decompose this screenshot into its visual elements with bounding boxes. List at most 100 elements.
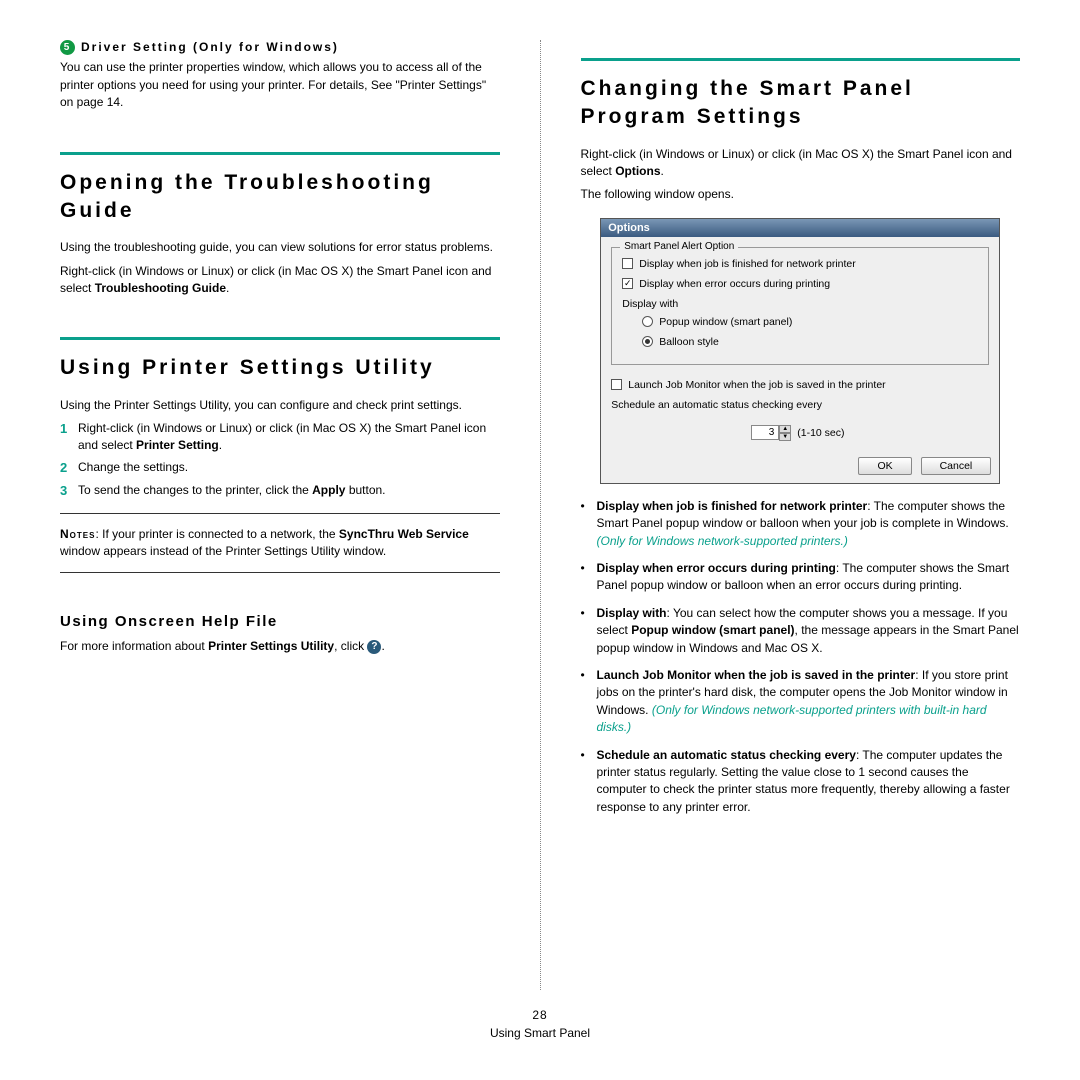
section-divider bbox=[581, 58, 1021, 61]
page-number: 28 bbox=[0, 1008, 1080, 1022]
bullet-icon: • bbox=[581, 498, 597, 550]
step-num: 2 bbox=[60, 459, 78, 478]
list-item: •Display when job is finished for networ… bbox=[581, 498, 1021, 550]
list-item: •Display with: You can select how the co… bbox=[581, 605, 1021, 657]
text-bold: Troubleshooting Guide bbox=[95, 281, 226, 295]
troubleshoot-title: Opening the Troubleshooting Guide bbox=[60, 169, 500, 226]
text: window appears instead of the Printer Se… bbox=[60, 544, 386, 558]
text: , click bbox=[334, 639, 367, 653]
checkbox-icon[interactable] bbox=[611, 379, 622, 390]
radio-row[interactable]: Balloon style bbox=[642, 336, 978, 348]
italic-note: (Only for Windows network-supported prin… bbox=[597, 703, 987, 734]
driver-body: You can use the printer properties windo… bbox=[60, 59, 500, 111]
cancel-button[interactable]: Cancel bbox=[921, 457, 992, 475]
checkbox-label: Display when error occurs during printin… bbox=[639, 278, 830, 290]
list-item: 2Change the settings. bbox=[60, 459, 500, 478]
text-bold: Launch Job Monitor when the job is saved… bbox=[597, 668, 916, 682]
checkbox-row[interactable]: ✓ Display when error occurs during printi… bbox=[622, 278, 978, 290]
text: . bbox=[226, 281, 229, 295]
list-item: 1Right-click (in Windows or Linux) or cl… bbox=[60, 420, 500, 455]
text-bold: SyncThru Web Service bbox=[339, 527, 469, 541]
notes-label: Notes bbox=[60, 527, 95, 541]
radio-icon[interactable] bbox=[642, 336, 653, 347]
text-bold: Popup window (smart panel) bbox=[631, 623, 794, 637]
text-bold: Options bbox=[615, 164, 660, 178]
bullet-icon: • bbox=[581, 667, 597, 737]
text-bold: Schedule an automatic status checking ev… bbox=[597, 748, 856, 762]
alert-fieldset: Smart Panel Alert Option Display when jo… bbox=[611, 247, 989, 365]
smartpanel-title: Changing the Smart Panel Program Setting… bbox=[581, 75, 1021, 132]
spin-buttons[interactable]: ▲▼ bbox=[779, 425, 791, 441]
text: : If your printer is connected to a netw… bbox=[95, 527, 338, 541]
dialog-title: Options bbox=[601, 219, 999, 237]
italic-note: (Only for Windows network-supported prin… bbox=[597, 534, 848, 548]
text-bold: Display when error occurs during printin… bbox=[597, 561, 836, 575]
text-bold: Display with bbox=[597, 606, 667, 620]
radio-row[interactable]: Popup window (smart panel) bbox=[642, 316, 978, 328]
radio-label: Popup window (smart panel) bbox=[659, 316, 792, 328]
schedule-label: Schedule an automatic status checking ev… bbox=[611, 399, 989, 411]
psu-steps: 1Right-click (in Windows or Linux) or cl… bbox=[60, 420, 500, 500]
bullet-icon: • bbox=[581, 560, 597, 595]
column-divider bbox=[540, 40, 541, 990]
help-title: Using Onscreen Help File bbox=[60, 613, 500, 630]
sp-p2: The following window opens. bbox=[581, 186, 1021, 203]
troubleshoot-p1: Using the troubleshooting guide, you can… bbox=[60, 239, 500, 256]
text: Change the settings. bbox=[78, 459, 188, 478]
step-num: 1 bbox=[60, 420, 78, 455]
bullet-icon: • bbox=[581, 605, 597, 657]
checkbox-row[interactable]: Display when job is finished for network… bbox=[622, 258, 978, 270]
spin-down-icon[interactable]: ▼ bbox=[779, 433, 791, 441]
radio-label: Balloon style bbox=[659, 336, 719, 348]
list-item: •Display when error occurs during printi… bbox=[581, 560, 1021, 595]
checkbox-label: Display when job is finished for network… bbox=[639, 258, 856, 270]
ok-button[interactable]: OK bbox=[858, 457, 911, 475]
section-divider bbox=[60, 337, 500, 340]
checkbox-icon[interactable] bbox=[622, 258, 633, 269]
list-item: •Schedule an automatic status checking e… bbox=[581, 747, 1021, 817]
spin-suffix: (1-10 sec) bbox=[797, 427, 844, 439]
fieldset-legend: Smart Panel Alert Option bbox=[620, 241, 738, 252]
spin-control[interactable]: 3 ▲▼ (1-10 sec) bbox=[751, 425, 844, 441]
text-bold: Display when job is finished for network… bbox=[597, 499, 868, 513]
right-column: Changing the Smart Panel Program Setting… bbox=[581, 40, 1021, 990]
page-footer: 28 Using Smart Panel bbox=[0, 1008, 1080, 1040]
text-bold: Printer Setting bbox=[136, 438, 219, 452]
help-icon[interactable]: ? bbox=[367, 640, 381, 654]
spin-input[interactable]: 3 bbox=[751, 425, 779, 440]
driver-heading: 5 Driver Setting (Only for Windows) bbox=[60, 40, 500, 55]
display-with-label: Display with bbox=[622, 298, 978, 310]
checkbox-row[interactable]: Launch Job Monitor when the job is saved… bbox=[611, 379, 989, 391]
list-item: •Launch Job Monitor when the job is save… bbox=[581, 667, 1021, 737]
dialog-buttons: OK Cancel bbox=[601, 451, 999, 483]
checkbox-icon[interactable]: ✓ bbox=[622, 278, 633, 289]
psu-title: Using Printer Settings Utility bbox=[60, 354, 500, 382]
options-dialog: Options Smart Panel Alert Option Display… bbox=[600, 218, 1000, 484]
radio-icon[interactable] bbox=[642, 316, 653, 327]
text: . bbox=[661, 164, 664, 178]
text-bold: Printer Settings Utility bbox=[208, 639, 334, 653]
text: . bbox=[381, 639, 384, 653]
divider bbox=[60, 513, 500, 514]
text: To send the changes to the printer, clic… bbox=[78, 483, 312, 497]
text-bold: Apply bbox=[312, 483, 345, 497]
dialog-body: Smart Panel Alert Option Display when jo… bbox=[601, 237, 999, 451]
driver-heading-text: Driver Setting (Only for Windows) bbox=[81, 40, 339, 54]
text: button. bbox=[345, 483, 385, 497]
notes: Notes: If your printer is connected to a… bbox=[60, 526, 500, 561]
left-column: 5 Driver Setting (Only for Windows) You c… bbox=[60, 40, 500, 990]
sp-p1: Right-click (in Windows or Linux) or cli… bbox=[581, 146, 1021, 181]
spin-up-icon[interactable]: ▲ bbox=[779, 425, 791, 433]
list-item: 3To send the changes to the printer, cli… bbox=[60, 482, 500, 501]
help-body: For more information about Printer Setti… bbox=[60, 638, 500, 655]
divider bbox=[60, 572, 500, 573]
checkbox-label: Launch Job Monitor when the job is saved… bbox=[628, 379, 885, 391]
bullet-list: •Display when job is finished for networ… bbox=[581, 498, 1021, 816]
text: For more information about bbox=[60, 639, 208, 653]
footer-caption: Using Smart Panel bbox=[0, 1026, 1080, 1040]
step-num: 3 bbox=[60, 482, 78, 501]
psu-intro: Using the Printer Settings Utility, you … bbox=[60, 397, 500, 414]
text: . bbox=[219, 438, 222, 452]
circle-5-icon: 5 bbox=[60, 40, 75, 55]
troubleshoot-p2: Right-click (in Windows or Linux) or cli… bbox=[60, 263, 500, 298]
